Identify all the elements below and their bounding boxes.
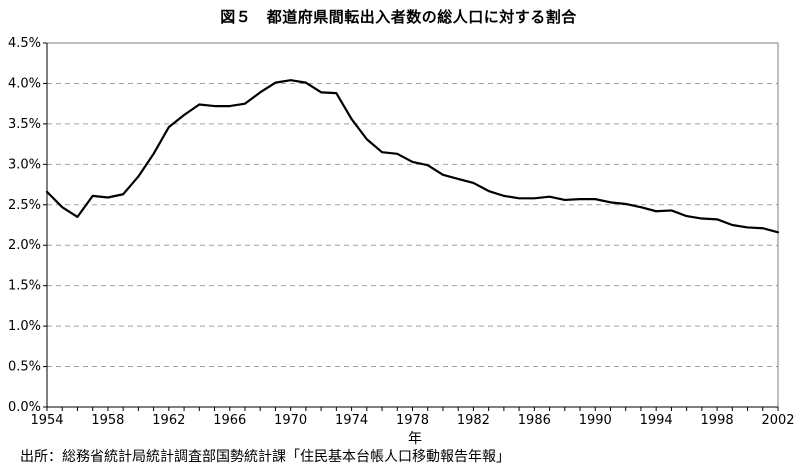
x-tick-label: 2002 [761, 413, 794, 428]
data-point [563, 199, 566, 201]
data-point [350, 118, 353, 120]
y-tick-label: 0.5% [8, 360, 41, 375]
y-tick-label: 1.0% [8, 319, 41, 334]
data-point [533, 197, 536, 200]
data-point [228, 105, 231, 107]
y-tick-labels: 0.0% 0.5% 1.0% 1.5% 2.0% 2.5% 3.0% 3.5% 4.0% 4.5% [8, 36, 41, 415]
data-point [472, 182, 475, 184]
x-tick-label: 1970 [274, 413, 307, 428]
data-point [411, 161, 414, 163]
data-point [670, 209, 673, 212]
data-point [381, 151, 383, 153]
data-point [244, 102, 246, 105]
data-point [624, 203, 627, 205]
source-note: 出所：総務省統計局統計調査部国勢統計課「住民基本台帳人口移動報告年報」 [20, 449, 510, 465]
data-point [198, 103, 201, 106]
data-point [640, 206, 642, 209]
data-point [335, 92, 338, 94]
y-tick-label: 1.5% [8, 279, 41, 294]
x-tick-label: 1966 [213, 413, 246, 428]
x-tick-label: 1954 [30, 413, 63, 428]
data-point [61, 206, 64, 209]
data-point [274, 81, 277, 84]
data-point [46, 191, 48, 193]
data-point [183, 114, 185, 116]
data-point [366, 138, 368, 141]
y-tick-label: 4.5% [8, 36, 41, 51]
gridlines [47, 42, 778, 368]
data-point [746, 226, 749, 229]
data-point [213, 105, 216, 107]
x-tick-labels: 1954 1958 1962 1966 1970 1974 1978 1982 1986 1990… [30, 413, 794, 428]
x-tick-label: 1986 [518, 413, 551, 428]
y-tick-label: 4.0% [8, 76, 41, 91]
data-point [426, 164, 429, 166]
x-tick-label: 1990 [579, 413, 612, 428]
data-point [579, 198, 581, 200]
data-point [716, 218, 718, 221]
data-point [487, 190, 490, 192]
data-point [503, 195, 505, 197]
data-point [305, 81, 307, 84]
x-tick-label: 1982 [457, 413, 490, 428]
data-point [289, 79, 292, 82]
data-point [594, 198, 597, 200]
x-tick-label: 1978 [396, 413, 429, 428]
data-point [518, 197, 520, 200]
data-point [685, 215, 688, 217]
y-tick-label: 0.0% [8, 400, 41, 415]
data-point [457, 178, 459, 180]
x-tick-label: 1994 [640, 413, 673, 428]
x-tick-label: 1974 [335, 413, 368, 428]
x-tick-label: 1998 [701, 413, 734, 428]
axes [43, 42, 779, 411]
data-point [152, 153, 155, 155]
data-point [609, 201, 612, 204]
y-tick-label: 3.5% [8, 117, 41, 132]
data-point [731, 224, 734, 226]
plot-frame [46, 42, 779, 408]
data-point [655, 210, 657, 213]
x-tick-label: 1962 [152, 413, 185, 428]
data-point [396, 153, 399, 155]
data-point [122, 193, 124, 196]
data-point [107, 196, 109, 199]
data-point [137, 175, 140, 178]
data-point [761, 227, 764, 230]
data-point [168, 126, 170, 128]
series-line [45, 79, 780, 234]
x-tick-label: 1958 [91, 413, 124, 428]
data-point [442, 174, 444, 176]
y-tick-label: 2.5% [8, 198, 41, 213]
data-point [91, 195, 94, 197]
y-tick-label: 3.0% [8, 157, 41, 172]
data-point [777, 231, 779, 234]
series-layer [45, 79, 780, 234]
data-point [701, 217, 703, 220]
data-point [548, 195, 551, 198]
y-tick-label: 2.0% [8, 238, 41, 253]
x-axis-label: 年 [408, 431, 422, 447]
data-point [259, 91, 262, 94]
data-point [320, 91, 322, 94]
data-point [76, 216, 79, 218]
chart-title: 図５ 都道府県間転出入者数の総人口に対する割合 [220, 8, 577, 26]
